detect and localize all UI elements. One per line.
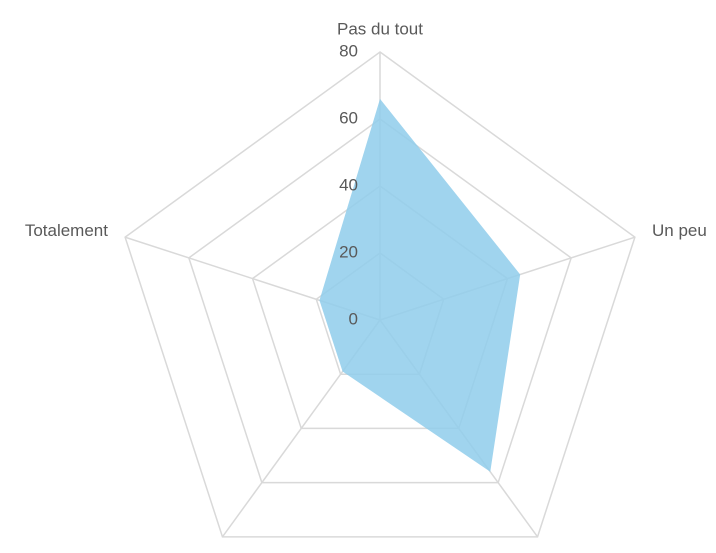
tick-label: 80 (339, 41, 358, 60)
category-label: Plutôt (198, 551, 242, 553)
grid-ring (124, 51, 636, 538)
category-label: Pas du tout (337, 19, 423, 38)
grid-ring (187, 118, 573, 484)
tick-label: 60 (339, 108, 358, 127)
data-area (319, 98, 521, 472)
category-label: Totalement (25, 221, 108, 240)
category-label: Moyennement (518, 551, 626, 553)
tick-label: 0 (349, 309, 358, 328)
tick-label: 20 (339, 242, 358, 261)
category-label: Un peu (652, 221, 707, 240)
tick-label: 40 (339, 175, 358, 194)
